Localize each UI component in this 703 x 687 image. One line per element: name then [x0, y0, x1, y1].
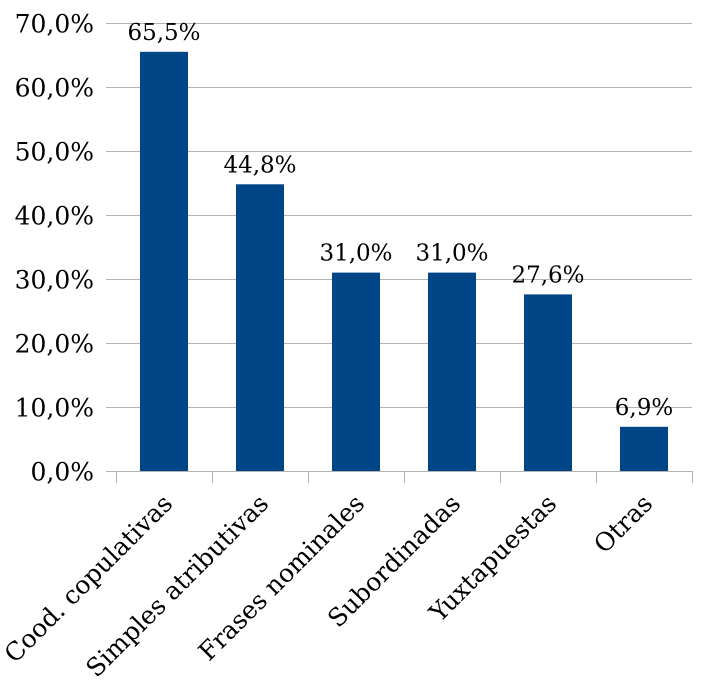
y-tick-label: 70,0% — [15, 10, 94, 39]
y-tick-label: 50,0% — [15, 138, 94, 167]
y-tick-label: 30,0% — [15, 266, 94, 295]
gridlines — [106, 23, 692, 472]
data-label: 6,9% — [615, 395, 673, 421]
y-tick-label: 0,0% — [30, 458, 94, 487]
y-tick-label: 20,0% — [15, 330, 94, 359]
bar-2 — [236, 184, 284, 472]
x-axis — [116, 471, 693, 483]
bar-5 — [524, 294, 572, 471]
bar-6 — [620, 426, 668, 471]
bar-3 — [332, 272, 380, 471]
data-label: 31,0% — [319, 241, 392, 267]
y-tick-label: 10,0% — [15, 394, 94, 423]
y-tick-label: 40,0% — [15, 202, 94, 231]
data-label: 31,0% — [415, 241, 488, 267]
y-axis-tick-labels: 0,0% 10,0% 20,0% 30,0% 40,0% 50,0% 60,0% 70,0% — [15, 10, 94, 487]
x-category-label: Simples atributivas — [80, 489, 274, 683]
x-category-label: Cood. copulativas — [0, 489, 178, 669]
bars — [140, 51, 668, 472]
y-tick-label: 60,0% — [15, 74, 94, 103]
bar-4 — [428, 272, 476, 471]
x-category-label: Frases nominales — [193, 489, 371, 667]
data-label: 27,6% — [511, 262, 584, 288]
bar-1 — [140, 51, 188, 472]
data-label: 65,5% — [127, 20, 200, 46]
data-labels: 65,5% 44,8% 31,0% 31,0% 27,6% 6,9% — [127, 20, 673, 421]
data-label: 44,8% — [223, 152, 296, 178]
x-category-label: Otras — [588, 489, 658, 559]
